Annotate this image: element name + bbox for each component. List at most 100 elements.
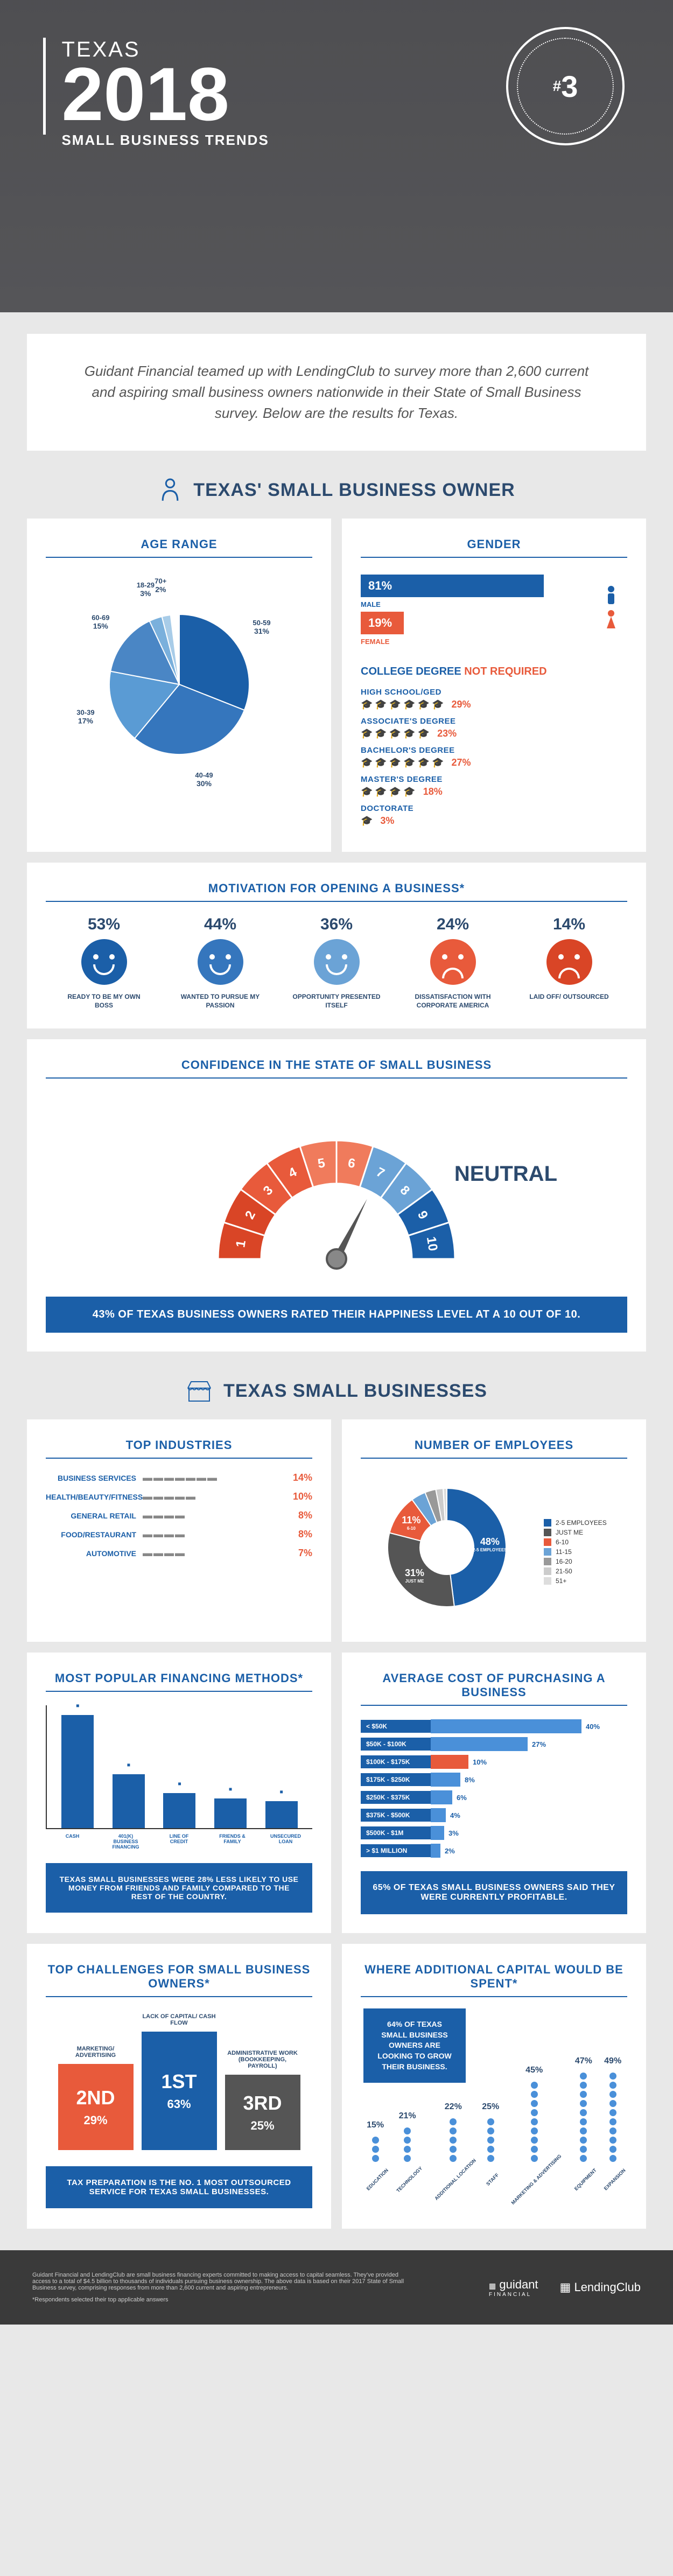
degree-item: HIGH SCHOOL/GED🎓🎓🎓🎓🎓🎓29% [361,688,627,710]
challenges-panel: TOP CHALLENGES FOR SMALL BUSINESS OWNERS… [27,1944,331,2229]
challenge-item: MARKETING/ ADVERTISING2ND29% [58,2046,134,2150]
male-bar: 81% [361,575,544,597]
footer-fineprint: Guidant Financial and LendingClub are sm… [32,2272,409,2291]
legend-item: 21-50 [544,1567,607,1575]
svg-text:31%: 31% [254,627,269,635]
hero-banner: TEXAS 2018 SMALL BUSINESS TRENDS #3 [0,0,673,312]
svg-text:15%: 15% [93,622,108,631]
degree-header: COLLEGE DEGREE NOT REQUIRED [361,666,627,678]
industries-title: TOP INDUSTRIES [46,1438,312,1459]
cost-banner: 65% OF TEXAS SMALL BUSINESS OWNERS SAID … [361,1871,627,1914]
female-icon [603,609,619,631]
hero-tagline: SMALL BUSINESS TRENDS [61,132,269,149]
financing-chart: ▪ ▪ ▪ ▪ ▪ [46,1705,312,1829]
confidence-gauge: 12345678910 [186,1108,487,1270]
footer: Guidant Financial and LendingClub are sm… [0,2250,673,2325]
male-icon [603,585,619,606]
financing-bar: ▪ [61,1715,94,1828]
footer-note: *Respondents selected their top applicab… [32,2297,409,2303]
svg-text:70+: 70+ [155,577,166,585]
financing-bar: ▪ [163,1793,195,1828]
female-bar: 19% [361,612,404,634]
capital-callout: 64% OF TEXAS SMALL BUSINESS OWNERS ARE L… [363,2008,466,2083]
cost-panel: AVERAGE COST OF PURCHASING A BUSINESS < … [342,1653,646,1933]
industry-row: AUTOMOTIVE▬▬▬▬7% [46,1548,312,1559]
financing-panel: MOST POPULAR FINANCING METHODS* ▪▪▪▪▪ CA… [27,1653,331,1933]
industry-row: BUSINESS SERVICES▬▬▬▬▬▬▬14% [46,1472,312,1483]
industry-row: GENERAL RETAIL▬▬▬▬8% [46,1510,312,1521]
capital-column: 47%EQUIPMENT [569,2056,598,2183]
cost-row: $175K - $250K8% [361,1773,627,1787]
confidence-title: CONFIDENCE IN THE STATE OF SMALL BUSINES… [46,1058,627,1079]
lendingclub-logo: ▦ LendingClub [560,2280,641,2294]
confidence-panel: CONFIDENCE IN THE STATE OF SMALL BUSINES… [27,1039,646,1352]
age-panel: AGE RANGE 50-5931%40-4930%30-3917%60-691… [27,519,331,852]
degree-item: DOCTORATE🎓3% [361,804,627,827]
challenges-banner: TAX PREPARATION IS THE NO. 1 MOST OUTSOU… [46,2166,312,2208]
legend-item: 11-15 [544,1548,607,1556]
legend-item: 51+ [544,1577,607,1585]
capital-column: 22%ADDITIONAL LOCATION [425,2102,481,2183]
svg-text:50-59: 50-59 [253,619,270,627]
financing-bar: ▪ [113,1774,145,1828]
gender-degree-panel: GENDER 81% MALE 19% FEMALE COLLEGE DEGRE… [342,519,646,852]
svg-text:48%: 48% [480,1536,500,1547]
financing-banner: TEXAS SMALL BUSINESSES WERE 28% LESS LIK… [46,1863,312,1913]
financing-bar: ▪ [265,1801,298,1828]
motivation-panel: MOTIVATION FOR OPENING A BUSINESS* 53%RE… [27,863,646,1028]
storefront-icon [186,1378,213,1403]
employees-title: NUMBER OF EMPLOYEES [361,1438,627,1459]
motivation-item: 14%LAID OFF/ OUTSOURCED [523,915,615,1010]
guidant-logo: ▦ guidantFINANCIAL [489,2278,538,2298]
employees-pie-chart: 48%2-5 EMPLOYEES31%JUST ME11%6-10 [361,1472,533,1623]
capital-title: WHERE ADDITIONAL CAPITAL WOULD BE SPENT* [361,1963,627,1997]
capital-column: 15%EDUCATION [361,2120,390,2183]
neutral-label: NEUTRAL [454,1162,557,1186]
capital-column: 25%STAFF [482,2102,499,2183]
capital-column: 21%TECHNOLOGY [390,2111,425,2183]
challenges-title: TOP CHALLENGES FOR SMALL BUSINESS OWNERS… [46,1963,312,1997]
hero-year: 2018 [61,57,269,132]
degree-item: ASSOCIATE'S DEGREE🎓🎓🎓🎓🎓23% [361,717,627,739]
svg-text:17%: 17% [78,717,93,725]
financing-bar: ▪ [214,1798,247,1828]
motivation-item: 36%OPPORTUNITY PRESENTED ITSELF [291,915,382,1010]
degree-item: BACHELOR'S DEGREE🎓🎓🎓🎓🎓🎓27% [361,746,627,768]
capital-panel: WHERE ADDITIONAL CAPITAL WOULD BE SPENT*… [342,1944,646,2229]
cost-row: < $50K40% [361,1719,627,1733]
svg-text:31%: 31% [405,1567,424,1578]
motivation-title: MOTIVATION FOR OPENING A BUSINESS* [46,881,627,902]
cost-row: $50K - $100K27% [361,1737,627,1751]
legend-item: JUST ME [544,1529,607,1536]
svg-text:30%: 30% [196,779,212,787]
person-icon [158,478,183,502]
svg-text:3%: 3% [140,589,151,598]
svg-text:JUST ME: JUST ME [405,1579,424,1584]
rank-badge: #3 [506,27,625,145]
confidence-banner: 43% OF TEXAS BUSINESS OWNERS RATED THEIR… [46,1297,627,1333]
employees-panel: NUMBER OF EMPLOYEES 48%2-5 EMPLOYEES31%J… [342,1419,646,1642]
cost-row: $375K - $500K4% [361,1808,627,1822]
cost-title: AVERAGE COST OF PURCHASING A BUSINESS [361,1671,627,1706]
industry-row: FOOD/RESTAURANT▬▬▬▬8% [46,1529,312,1540]
employees-legend: 2-5 EMPLOYEESJUST ME6-1011-1516-2021-505… [544,1517,607,1587]
svg-text:10: 10 [424,1236,440,1252]
age-pie-chart: 50-5931%40-4930%30-3917%60-6915%18-293%7… [61,571,298,787]
svg-text:40-49: 40-49 [195,771,213,779]
motivation-item: 24%DISSATISFACTION WITH CORPORATE AMERIC… [407,915,499,1010]
cost-row: $500K - $1M3% [361,1826,627,1840]
capital-column: 45%MARKETING & ADVERTISING [500,2066,569,2183]
svg-text:18-29: 18-29 [136,581,154,589]
svg-text:60-69: 60-69 [92,614,109,622]
motivation-item: 44%WANTED TO PURSUE MY PASSION [174,915,266,1010]
svg-text:2-5 EMPLOYEES: 2-5 EMPLOYEES [473,1548,507,1552]
biz-section-header: TEXAS SMALL BUSINESSES [0,1378,673,1403]
legend-item: 2-5 EMPLOYEES [544,1519,607,1527]
age-title: AGE RANGE [46,537,312,558]
industries-panel: TOP INDUSTRIES BUSINESS SERVICES▬▬▬▬▬▬▬1… [27,1419,331,1642]
industry-row: HEALTH/BEAUTY/FITNESS▬▬▬▬▬10% [46,1491,312,1502]
degree-item: MASTER'S DEGREE🎓🎓🎓🎓18% [361,775,627,797]
svg-text:2%: 2% [155,585,166,593]
challenge-item: LACK OF CAPITAL/ CASH FLOW1ST63% [142,2013,217,2150]
legend-item: 16-20 [544,1558,607,1565]
